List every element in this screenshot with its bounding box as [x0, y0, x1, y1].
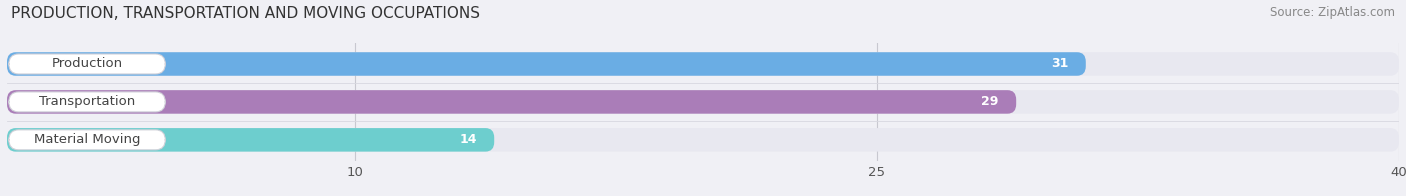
FancyBboxPatch shape	[8, 54, 166, 74]
Text: 14: 14	[460, 133, 477, 146]
Text: 31: 31	[1052, 57, 1069, 71]
Text: Transportation: Transportation	[39, 95, 135, 108]
Text: Material Moving: Material Moving	[34, 133, 141, 146]
FancyBboxPatch shape	[7, 52, 1085, 76]
Text: PRODUCTION, TRANSPORTATION AND MOVING OCCUPATIONS: PRODUCTION, TRANSPORTATION AND MOVING OC…	[11, 6, 481, 21]
FancyBboxPatch shape	[7, 90, 1017, 114]
FancyBboxPatch shape	[7, 52, 1399, 76]
Text: Source: ZipAtlas.com: Source: ZipAtlas.com	[1270, 6, 1395, 19]
FancyBboxPatch shape	[7, 128, 495, 152]
FancyBboxPatch shape	[7, 90, 1399, 114]
FancyBboxPatch shape	[7, 128, 1399, 152]
FancyBboxPatch shape	[8, 130, 166, 150]
FancyBboxPatch shape	[8, 92, 166, 112]
Text: 29: 29	[981, 95, 998, 108]
Text: Production: Production	[52, 57, 122, 71]
